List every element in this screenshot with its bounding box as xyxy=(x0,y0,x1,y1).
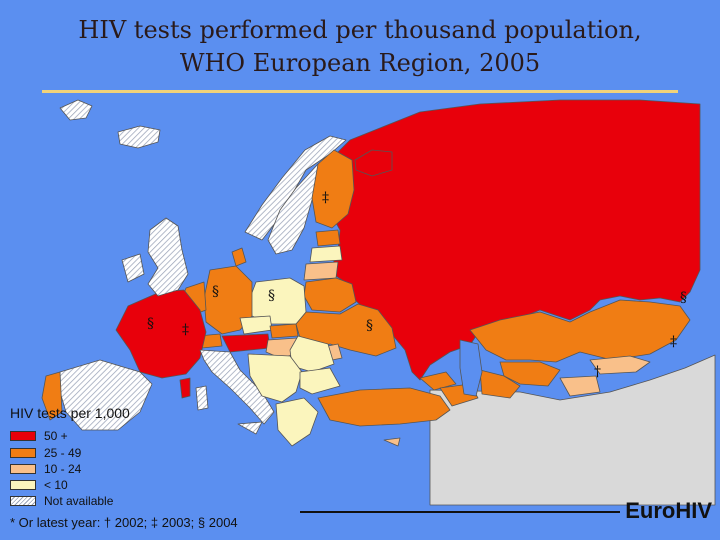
region-kyrgyzstan xyxy=(589,355,651,375)
marker-ukraine: § xyxy=(366,318,373,334)
legend-item: 25 - 49 xyxy=(10,445,82,460)
region-uk xyxy=(147,217,189,297)
region-russia-kola xyxy=(354,149,393,177)
region-turkmenistan xyxy=(479,369,521,399)
title-line-2: WHO European Region, 2005 xyxy=(179,49,541,77)
region-tajikistan xyxy=(559,375,601,397)
region-estonia xyxy=(315,229,341,247)
marker-kazakhstan: § xyxy=(680,290,687,306)
map-title: HIV tests performed per thousand populat… xyxy=(0,14,720,80)
region-georgia xyxy=(419,371,457,391)
region-turkey xyxy=(317,387,451,427)
legend-swatch xyxy=(10,447,36,458)
legend-swatch xyxy=(10,495,36,506)
legend-label: 50 + xyxy=(44,428,68,443)
region-caspian-sea xyxy=(459,339,483,397)
region-greece xyxy=(275,397,319,447)
marker-finland: ‡ xyxy=(322,190,329,206)
brand-divider xyxy=(300,511,620,513)
legend-item: Not available xyxy=(10,493,114,508)
region-belarus xyxy=(303,277,357,313)
region-finland xyxy=(311,149,355,229)
region-corsica xyxy=(179,377,191,399)
marker-switzerland: ‡ xyxy=(182,322,189,338)
region-cyprus xyxy=(383,437,401,447)
region-kazakhstan xyxy=(469,299,691,363)
region-slovakia xyxy=(269,323,299,339)
title-divider xyxy=(42,90,678,93)
legend-label: 25 - 49 xyxy=(44,445,82,460)
region-iceland xyxy=(117,125,161,149)
region-czech xyxy=(239,315,273,335)
region-balkans xyxy=(247,353,303,403)
legend-item: 10 - 24 xyxy=(10,461,82,476)
legend-item: < 10 xyxy=(10,477,68,492)
region-france xyxy=(115,289,207,379)
region-bulgaria xyxy=(299,367,341,395)
legend-label: < 10 xyxy=(44,477,68,492)
region-denmark xyxy=(231,247,247,267)
legend-item: 50 + xyxy=(10,428,68,443)
legend-label: Not available xyxy=(44,493,114,508)
marker-kyrgyzstan: ‡ xyxy=(670,334,677,350)
region-ireland xyxy=(121,253,145,283)
legend-label: 10 - 24 xyxy=(44,461,82,476)
region-latvia xyxy=(309,245,343,263)
legend-title: HIV tests per 1,000 xyxy=(10,405,130,421)
legend-swatch xyxy=(10,479,36,490)
region-sardinia xyxy=(195,385,209,411)
region-portugal xyxy=(41,371,63,421)
region-austria xyxy=(221,333,271,353)
region-spain xyxy=(59,359,153,431)
marker-france: § xyxy=(147,316,154,332)
region-italy xyxy=(199,349,275,425)
title-line-1: HIV tests performed per thousand populat… xyxy=(78,16,642,44)
legend-swatch xyxy=(10,463,36,474)
legend-swatch xyxy=(10,430,36,441)
region-greenland xyxy=(59,99,93,121)
region-lithuania xyxy=(303,261,339,281)
marker-uzbekistan: † xyxy=(594,364,601,380)
marker-germany: § xyxy=(212,284,219,300)
footnote: * Or latest year: † 2002; ‡ 2003; § 2004 xyxy=(10,515,238,530)
marker-poland: § xyxy=(268,288,275,304)
brand-logo: EuroHIV xyxy=(625,498,712,523)
region-sicily xyxy=(237,421,263,435)
